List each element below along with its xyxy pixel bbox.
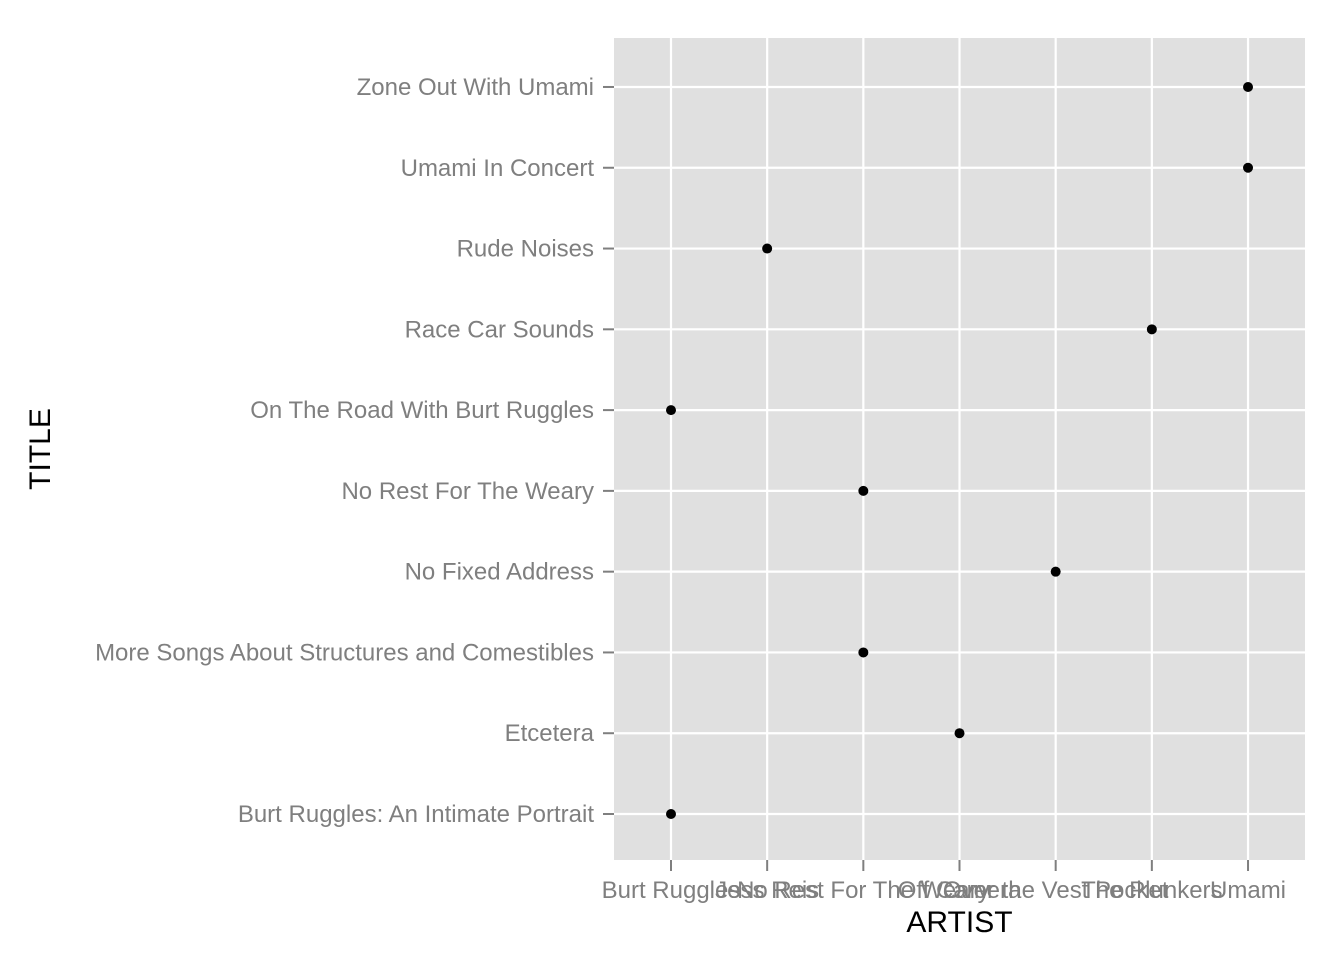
x-tick-label: Jess Reis (715, 877, 819, 904)
data-point (1243, 81, 1254, 92)
y-tick-label: No Fixed Address (405, 559, 594, 586)
x-tick-label: Off Camera (898, 877, 1022, 904)
y-axis-title: TITLE (24, 408, 57, 490)
data-point (762, 243, 773, 254)
y-tick-label: Race Car Sounds (405, 316, 594, 343)
data-point (1146, 324, 1157, 335)
y-tick-label: Etcetera (505, 720, 595, 747)
x-tick-label: The Plunkers (1081, 877, 1222, 904)
gridlines (614, 38, 1305, 860)
data-point (858, 647, 869, 658)
x-axis-title: ARTIST (906, 906, 1012, 939)
data-point (954, 728, 965, 739)
y-tick-label: Rude Noises (457, 236, 594, 263)
y-axis: Burt Ruggles: An Intimate Portrait Etcete… (95, 74, 614, 828)
data-point (666, 405, 676, 416)
data-point (858, 485, 869, 496)
y-tick-label: No Rest For The Weary (341, 478, 594, 505)
x-tick-label: Umami (1210, 877, 1286, 904)
data-point (666, 809, 676, 819)
data-points (666, 81, 1254, 819)
x-tick-label: No Rest For The Weary (737, 877, 990, 904)
data-point (1050, 566, 1061, 577)
y-tick-label: Umami In Concert (401, 155, 595, 182)
y-tick-label: Burt Ruggles: An Intimate Portrait (238, 801, 595, 828)
x-tick-label: Over the Vest Pocket (943, 877, 1169, 904)
data-point (1243, 162, 1254, 173)
y-tick-label: On The Road With Burt Ruggles (250, 397, 594, 424)
y-tick-label: Zone Out With Umami (357, 74, 594, 101)
x-tick-label: Burt Ruggles (602, 877, 741, 904)
y-tick-label: More Songs About Structures and Comestib… (95, 639, 594, 666)
